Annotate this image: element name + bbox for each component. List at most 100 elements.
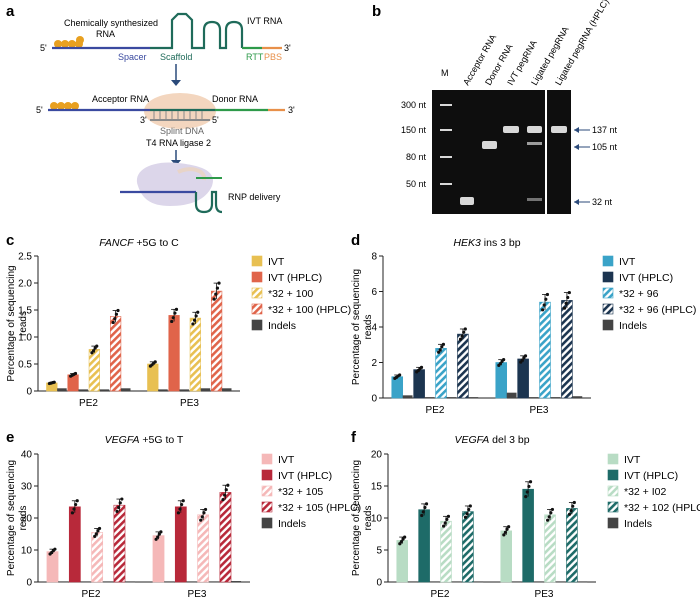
chem-rna-label: Chemically synthesized [64,18,158,28]
data-point [93,534,97,538]
x-tick-label: PE3 [180,398,199,409]
five-prime-2: 5' [36,105,43,115]
data-point [113,317,117,321]
bar [197,514,210,583]
legend-swatch [261,469,273,481]
ladder-label: 80 nt [406,152,427,162]
indel-bar [99,389,110,391]
data-point [118,501,122,505]
data-point [72,507,76,511]
bar [189,317,201,392]
legend-swatch [607,485,619,497]
indel-bar [572,396,583,398]
data-point [221,497,225,502]
x-tick-label: PE2 [431,589,450,600]
legend-swatch [607,501,619,513]
indel-bar [402,395,413,398]
data-point [178,507,182,511]
data-point [94,532,98,536]
data-point [520,358,524,362]
legend-label: Indels [619,320,647,332]
indel-bar [451,581,462,583]
x-tick-label: PE2 [79,398,98,409]
data-point [562,306,567,310]
data-point [572,500,576,505]
data-point [156,535,160,539]
data-point [462,330,466,334]
y-tick-label: 4 [371,323,377,334]
gel-image-right [547,90,571,214]
indel-bar [221,388,232,391]
bar [457,333,469,399]
data-point [173,311,177,315]
chem-rna-label-2: RNA [96,29,115,39]
data-point [419,365,424,369]
data-point [153,360,157,364]
indel-bar [200,388,211,391]
gel-marker-label: M [441,68,449,78]
data-point [549,511,553,515]
chart-title: FANCF +5G to C [99,237,179,249]
data-point [91,349,96,353]
five-prime-3: 5' [212,115,219,125]
rnp-delivery-label: RNP delivery [228,192,281,202]
legend-swatch [602,319,614,331]
data-point [53,547,57,551]
chart-title-gene: HEK3 [453,237,481,249]
data-point [564,301,568,305]
y-tick-label: 0 [26,387,32,398]
data-point [180,502,184,507]
gel-ladder-labels: 300 nt 150 nt 80 nt 50 nt [401,100,427,189]
data-point [117,505,121,510]
five-prime-1: 5' [40,43,47,53]
y-tick-label: 30 [21,482,33,493]
legend-label: IVT (HPLC) [624,470,678,482]
ladder-band [440,129,452,131]
legend-swatch [251,287,263,299]
bar [91,532,104,583]
scaffold-strand [150,12,244,50]
data-point [502,533,506,537]
legend-label: IVT [278,454,295,466]
bar [539,301,551,399]
data-point [95,344,99,348]
data-point [441,342,446,346]
bar [462,511,474,583]
y-tick-label: 0.5 [18,360,32,371]
ivt-peg-band [503,126,519,133]
chart-panel-c: c FANCF +5G to C 0 0.5 1.0 1.5 2.0 2.5 Percentag… [6,232,351,409]
ligated-hplc-band [551,126,567,133]
bar [396,540,409,583]
bar [522,488,534,583]
data-point [443,521,447,525]
chart-title-gene: VEGFA [105,434,140,446]
data-point [571,504,575,508]
acceptor-band [460,197,474,205]
indel-bar [468,397,479,399]
bar [109,316,122,392]
data-point [176,511,181,515]
legend-label: Indels [624,518,652,530]
panel-a-schematic: a Chemically synthesized RNA IVT RNA 5' … [6,3,295,214]
chart-title-rest: ins 3 bp [481,237,521,249]
band-size-label: 137 nt [592,125,618,135]
bar [440,520,452,583]
chart-panel-d: d HEK3 ins 3 bp 0 2 4 6 8 Percentage of sequenc… [351,232,696,416]
y-tick-label: 0 [371,394,377,405]
data-point [424,502,429,506]
data-point [111,320,115,325]
x-tick-label: PE2 [82,589,101,600]
data-point [440,345,444,349]
legend-label: IVT [268,256,285,268]
indel-bar [407,581,418,583]
data-point [96,529,100,533]
data-point [465,512,469,516]
pbs-label: PBS [264,52,282,62]
data-point [569,509,573,513]
data-point [542,303,546,307]
legend-swatch [607,517,619,529]
y-axis-label: Percentage of sequencingreads [6,460,29,576]
data-point [420,513,424,518]
